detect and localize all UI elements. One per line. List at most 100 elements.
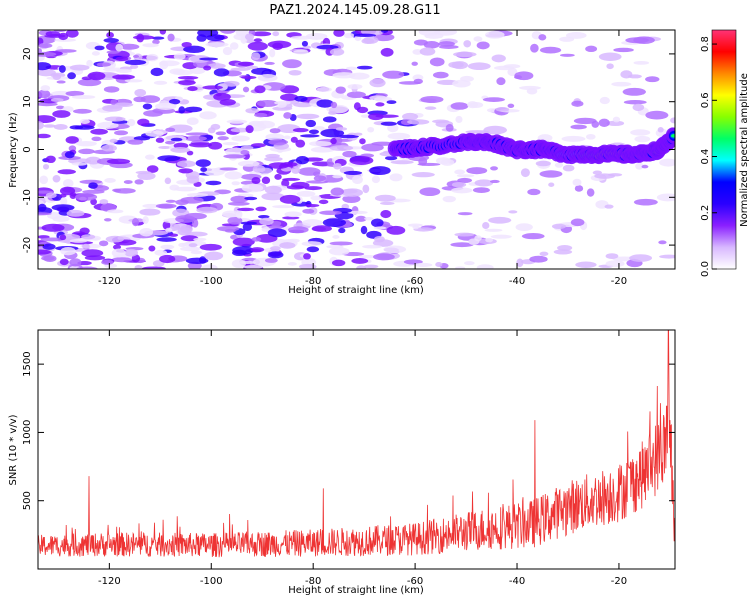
snr-frame bbox=[37, 329, 676, 570]
spectrogram-noise-blob bbox=[251, 176, 261, 185]
spectrogram-noise-blob bbox=[244, 196, 258, 201]
spectrogram-noise-blob bbox=[515, 223, 533, 232]
spectrogram-noise-blob bbox=[424, 32, 444, 39]
spectrogram-noise-blob bbox=[142, 203, 161, 209]
spectrogram-noise-blob bbox=[362, 184, 370, 194]
spectrogram-noise-blob bbox=[389, 173, 403, 182]
spectrogram-noise-blob bbox=[269, 128, 281, 134]
spectrogram-noise-blob bbox=[115, 68, 133, 74]
spectrogram-noise-blob bbox=[69, 125, 84, 130]
spectrogram-noise-blob bbox=[219, 167, 238, 171]
spectrogram-noise-blob bbox=[455, 266, 466, 269]
spectrogram-noise-blob bbox=[355, 215, 367, 222]
spectrogram-noise-blob bbox=[158, 204, 174, 209]
spectrogram-noise-blob bbox=[364, 216, 374, 221]
spectrogram-noise-blob bbox=[183, 45, 206, 54]
spectrogram-noise-blob bbox=[159, 60, 180, 67]
spectrogram-noise-blob bbox=[455, 115, 463, 124]
spectrogram-noise-blob bbox=[296, 113, 320, 120]
spectrogram-y-label: Frequency (Hz) bbox=[8, 112, 19, 188]
spectrogram-noise-blob bbox=[445, 123, 454, 132]
spectrogram-noise-blob bbox=[55, 105, 65, 110]
spectrogram-noise-blob bbox=[291, 166, 301, 174]
spectrogram-noise-blob bbox=[184, 106, 203, 113]
spectrogram-noise-blob bbox=[268, 162, 290, 169]
spectrogram-noise-blob bbox=[205, 180, 222, 186]
spectrogram-noise-blob bbox=[226, 119, 248, 124]
spectrogram-noise-blob bbox=[134, 89, 147, 97]
spectrogram-noise-blob bbox=[432, 71, 449, 79]
snr-y-axis: 500 1000 1500 bbox=[22, 351, 675, 510]
spectrogram-noise-blob bbox=[279, 242, 296, 249]
spectrogram-noise-blob bbox=[38, 133, 51, 139]
spectrogram-noise-blob bbox=[268, 225, 283, 230]
spectrogram-noise-blob bbox=[407, 119, 430, 125]
spectrogram-noise-blob bbox=[272, 106, 293, 111]
spectrogram-noise-blob bbox=[186, 150, 194, 156]
spectrogram-noise-blob bbox=[253, 38, 263, 43]
spectrogram-noise-blob bbox=[313, 175, 327, 182]
spectrogram-noise-blob bbox=[62, 179, 74, 188]
spectrogram-noise-blob bbox=[295, 155, 309, 165]
spectrogram-noise-blob bbox=[635, 162, 644, 170]
spectrogram-noise-blob bbox=[632, 103, 645, 112]
spectrogram-noise-blob bbox=[257, 74, 278, 82]
spectrogram-noise-blob bbox=[261, 192, 285, 201]
spectrogram-noise-blob bbox=[144, 154, 155, 160]
signal-track-core bbox=[670, 134, 675, 138]
spectrogram-noise-blob bbox=[402, 112, 419, 121]
y-tick-label: -10 bbox=[22, 189, 33, 205]
spectrogram-noise-blob bbox=[383, 245, 407, 254]
spectrogram-noise-blob bbox=[322, 116, 337, 123]
spectrogram-noise-blob bbox=[102, 104, 123, 112]
spectrogram-noise-blob bbox=[374, 194, 396, 202]
spectrogram-noise-blob bbox=[135, 170, 152, 175]
spectrogram-noise-blob bbox=[213, 68, 230, 77]
spectrogram-noise-blob bbox=[451, 181, 467, 188]
spectrogram-noise-blob bbox=[152, 39, 160, 45]
spectrogram-noise-blob bbox=[328, 111, 337, 115]
spectrogram-noise-blob bbox=[78, 148, 95, 155]
y-tick-label: -20 bbox=[22, 237, 33, 253]
spectrogram-noise-blob bbox=[633, 60, 650, 65]
spectrogram-noise-blob bbox=[186, 175, 200, 184]
spectrogram-noise-blob bbox=[360, 225, 368, 235]
spectrogram-noise-blob bbox=[142, 216, 149, 224]
spectrogram-noise-blob bbox=[215, 92, 222, 97]
spectrogram-noise-blob bbox=[215, 131, 227, 136]
spectrogram-noise-blob bbox=[139, 208, 161, 216]
spectrogram-noise-blob bbox=[586, 188, 595, 197]
spectrogram-noise-blob bbox=[59, 186, 76, 196]
spectrogram-noise-blob bbox=[381, 30, 389, 34]
spectrogram-noise-blob bbox=[247, 41, 268, 51]
spectrogram-noise-blob bbox=[345, 66, 358, 70]
spectrogram-noise-blob bbox=[59, 234, 67, 241]
spectrogram-noise-blob bbox=[103, 218, 112, 222]
spectrogram-noise-blob bbox=[452, 79, 471, 88]
spectrogram-noise-blob bbox=[526, 87, 538, 95]
spectrogram-noise-blob bbox=[605, 260, 625, 268]
spectrogram-noise-blob bbox=[264, 258, 278, 263]
spectrogram-noise-blob bbox=[58, 65, 66, 73]
spectrogram-noise-blob bbox=[199, 111, 217, 120]
spectrogram-noise-blob bbox=[468, 238, 480, 245]
spectrogram-noise-blob bbox=[203, 65, 212, 71]
spectrogram-noise-blob bbox=[411, 61, 418, 66]
spectrogram-noise-blob bbox=[261, 176, 271, 185]
spectrogram-noise-blob bbox=[316, 44, 339, 50]
spectrogram-noise-blob bbox=[332, 72, 356, 79]
spectrogram-noise-blob bbox=[251, 31, 272, 37]
x-tick-label: -80 bbox=[305, 276, 321, 287]
spectrogram-noise-blob bbox=[134, 179, 144, 185]
spectrogram-noise-blob bbox=[50, 98, 64, 102]
spectrogram-noise-blob bbox=[293, 49, 309, 55]
spectrogram-noise-blob bbox=[645, 110, 669, 120]
spectrogram-noise-blob bbox=[132, 54, 140, 58]
spectrogram-noise-blob bbox=[164, 140, 176, 145]
spectrogram-noise-blob bbox=[316, 99, 334, 108]
spectrogram-noise-blob bbox=[491, 54, 506, 63]
spectrogram-noise-blob bbox=[450, 242, 474, 248]
snr-series-line bbox=[38, 330, 675, 558]
spectrogram-noise-blob bbox=[482, 97, 505, 102]
spectrogram-noise-blob bbox=[585, 133, 596, 140]
